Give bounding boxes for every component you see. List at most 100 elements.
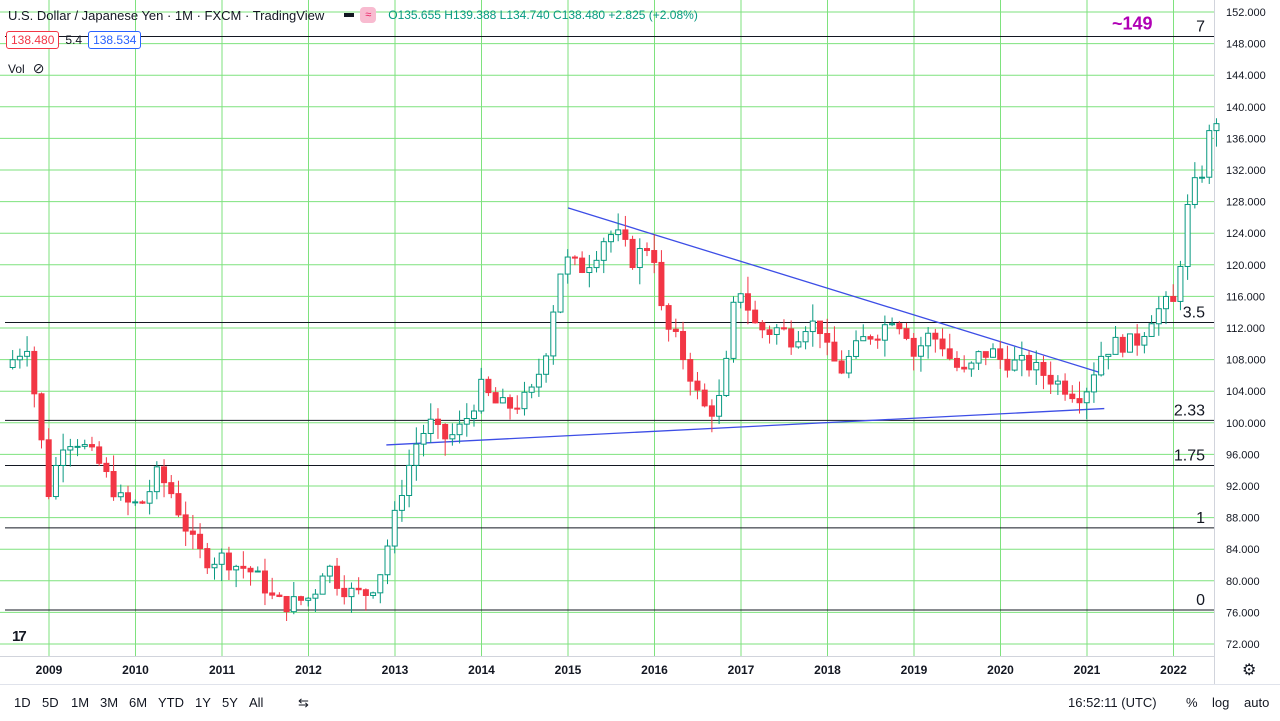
- candle-body: [1199, 176, 1206, 179]
- eye-off-icon[interactable]: ⊘: [32, 60, 45, 76]
- clock-readout[interactable]: 16:52:11 (UTC): [1068, 695, 1157, 710]
- candle-body: [521, 391, 528, 410]
- candle-body: [276, 594, 283, 597]
- indicator-wave-icon[interactable]: ≈: [360, 7, 377, 23]
- candle-body: [283, 595, 290, 613]
- level-label: 0: [1196, 592, 1205, 609]
- timeframe-6m[interactable]: 6M: [129, 695, 148, 710]
- candle-body: [81, 444, 88, 447]
- candle-body: [687, 359, 694, 382]
- timeframe-1d[interactable]: 1D: [14, 695, 31, 710]
- auto-toggle[interactable]: auto: [1244, 695, 1270, 710]
- x-tick-label: 2017: [728, 663, 755, 677]
- volume-legend: Vol ⊘: [8, 60, 44, 77]
- timeframe-ytd[interactable]: YTD: [158, 695, 184, 710]
- candle-body: [485, 378, 492, 394]
- timeframe-3m[interactable]: 3M: [100, 695, 119, 710]
- candle-body: [716, 394, 723, 417]
- x-tick-label: 2009: [36, 663, 63, 677]
- trendline[interactable]: [386, 407, 1105, 446]
- candle-body: [240, 565, 247, 569]
- gear-icon[interactable]: ⚙: [1242, 662, 1257, 679]
- candle-body: [853, 340, 860, 357]
- candle-body: [1155, 308, 1162, 325]
- symbol-title[interactable]: U.S. Dollar / Japanese Yen · 1M · FXCM ·…: [8, 7, 325, 23]
- y-tick-label: 148.000: [1226, 39, 1266, 51]
- candle-body: [1054, 380, 1061, 385]
- y-tick-label: 140.000: [1226, 102, 1266, 114]
- candle-body: [543, 355, 550, 375]
- x-tick-label: 2018: [814, 663, 841, 677]
- timeframe-1y[interactable]: 1Y: [195, 695, 211, 710]
- candle-body: [298, 596, 305, 601]
- candle-body: [24, 350, 31, 357]
- candle-body: [9, 359, 16, 369]
- candle-body: [874, 338, 881, 341]
- candle-body: [1163, 295, 1170, 310]
- candle-body: [1213, 123, 1220, 132]
- level-label: 2.33: [1174, 402, 1205, 419]
- candle-body: [759, 322, 766, 331]
- volume-label[interactable]: Vol: [8, 61, 25, 76]
- timeframe-5d[interactable]: 5D: [42, 695, 59, 710]
- trendline[interactable]: [567, 207, 1105, 375]
- level-label: 7: [1196, 18, 1205, 35]
- timeframe-5y[interactable]: 5Y: [222, 695, 238, 710]
- candle-body: [845, 355, 852, 374]
- candle-body: [1047, 374, 1054, 385]
- candle-body: [917, 345, 924, 357]
- y-tick-label: 116.000: [1226, 291, 1265, 303]
- timeframe-1m[interactable]: 1M: [71, 695, 90, 710]
- x-tick-label: 2010: [122, 663, 149, 677]
- candle-body: [723, 357, 730, 396]
- y-tick-label: 152.000: [1226, 7, 1266, 19]
- y-tick-label: 92.000: [1226, 481, 1260, 493]
- chart-header: U.S. Dollar / Japanese Yen · 1M · FXCM ·…: [8, 7, 698, 23]
- candle-body: [636, 248, 643, 269]
- candle-body: [88, 444, 95, 448]
- y-tick-label: 104.000: [1226, 386, 1266, 398]
- candle-body: [780, 327, 787, 330]
- candle-body: [680, 330, 687, 361]
- candle-body: [189, 530, 196, 535]
- candle-body: [586, 267, 593, 274]
- candle-body: [348, 587, 355, 598]
- candle-body: [997, 348, 1004, 360]
- x-tick-label: 2014: [468, 663, 495, 677]
- price-chart[interactable]: 152.000 148.000 144.000 140.000 136.000 132.0…: [0, 0, 1280, 684]
- y-tick-label: 128.000: [1226, 197, 1266, 209]
- tradingview-logo-icon[interactable]: 17: [12, 628, 27, 645]
- candle-body: [571, 256, 578, 259]
- buy-price-button[interactable]: 138.534: [88, 31, 142, 49]
- candle-body: [370, 592, 377, 596]
- candle-body: [953, 357, 960, 368]
- candle-body: [168, 482, 175, 495]
- candle-body: [1191, 177, 1198, 205]
- y-tick-label: 88.000: [1226, 513, 1260, 525]
- candle-body: [334, 565, 341, 589]
- candle-body: [514, 407, 521, 410]
- timeframe-all[interactable]: All: [249, 695, 264, 710]
- candle-body: [67, 446, 74, 451]
- candle-body: [701, 389, 708, 407]
- y-tick-label: 96.000: [1226, 449, 1260, 461]
- compare-icon[interactable]: ⇆: [298, 695, 309, 710]
- y-tick-label: 72.000: [1226, 639, 1260, 651]
- candle-body: [161, 466, 168, 484]
- candle-body: [204, 548, 211, 569]
- x-tick-label: 2020: [987, 663, 1014, 677]
- sell-price-button[interactable]: 138.480: [6, 31, 60, 49]
- level-label: 1: [1196, 510, 1205, 527]
- log-toggle[interactable]: log: [1212, 695, 1230, 710]
- candle-body: [773, 327, 780, 335]
- candle-body: [211, 563, 218, 569]
- candle-body: [132, 501, 139, 504]
- y-tick-label: 144.000: [1226, 70, 1266, 82]
- candle-body: [478, 378, 485, 412]
- candle-body: [197, 533, 204, 550]
- minus-icon[interactable]: [344, 13, 355, 17]
- candle-body: [427, 418, 434, 434]
- candle-body: [1026, 354, 1033, 371]
- percent-toggle[interactable]: %: [1186, 695, 1198, 710]
- candle-body: [125, 492, 132, 503]
